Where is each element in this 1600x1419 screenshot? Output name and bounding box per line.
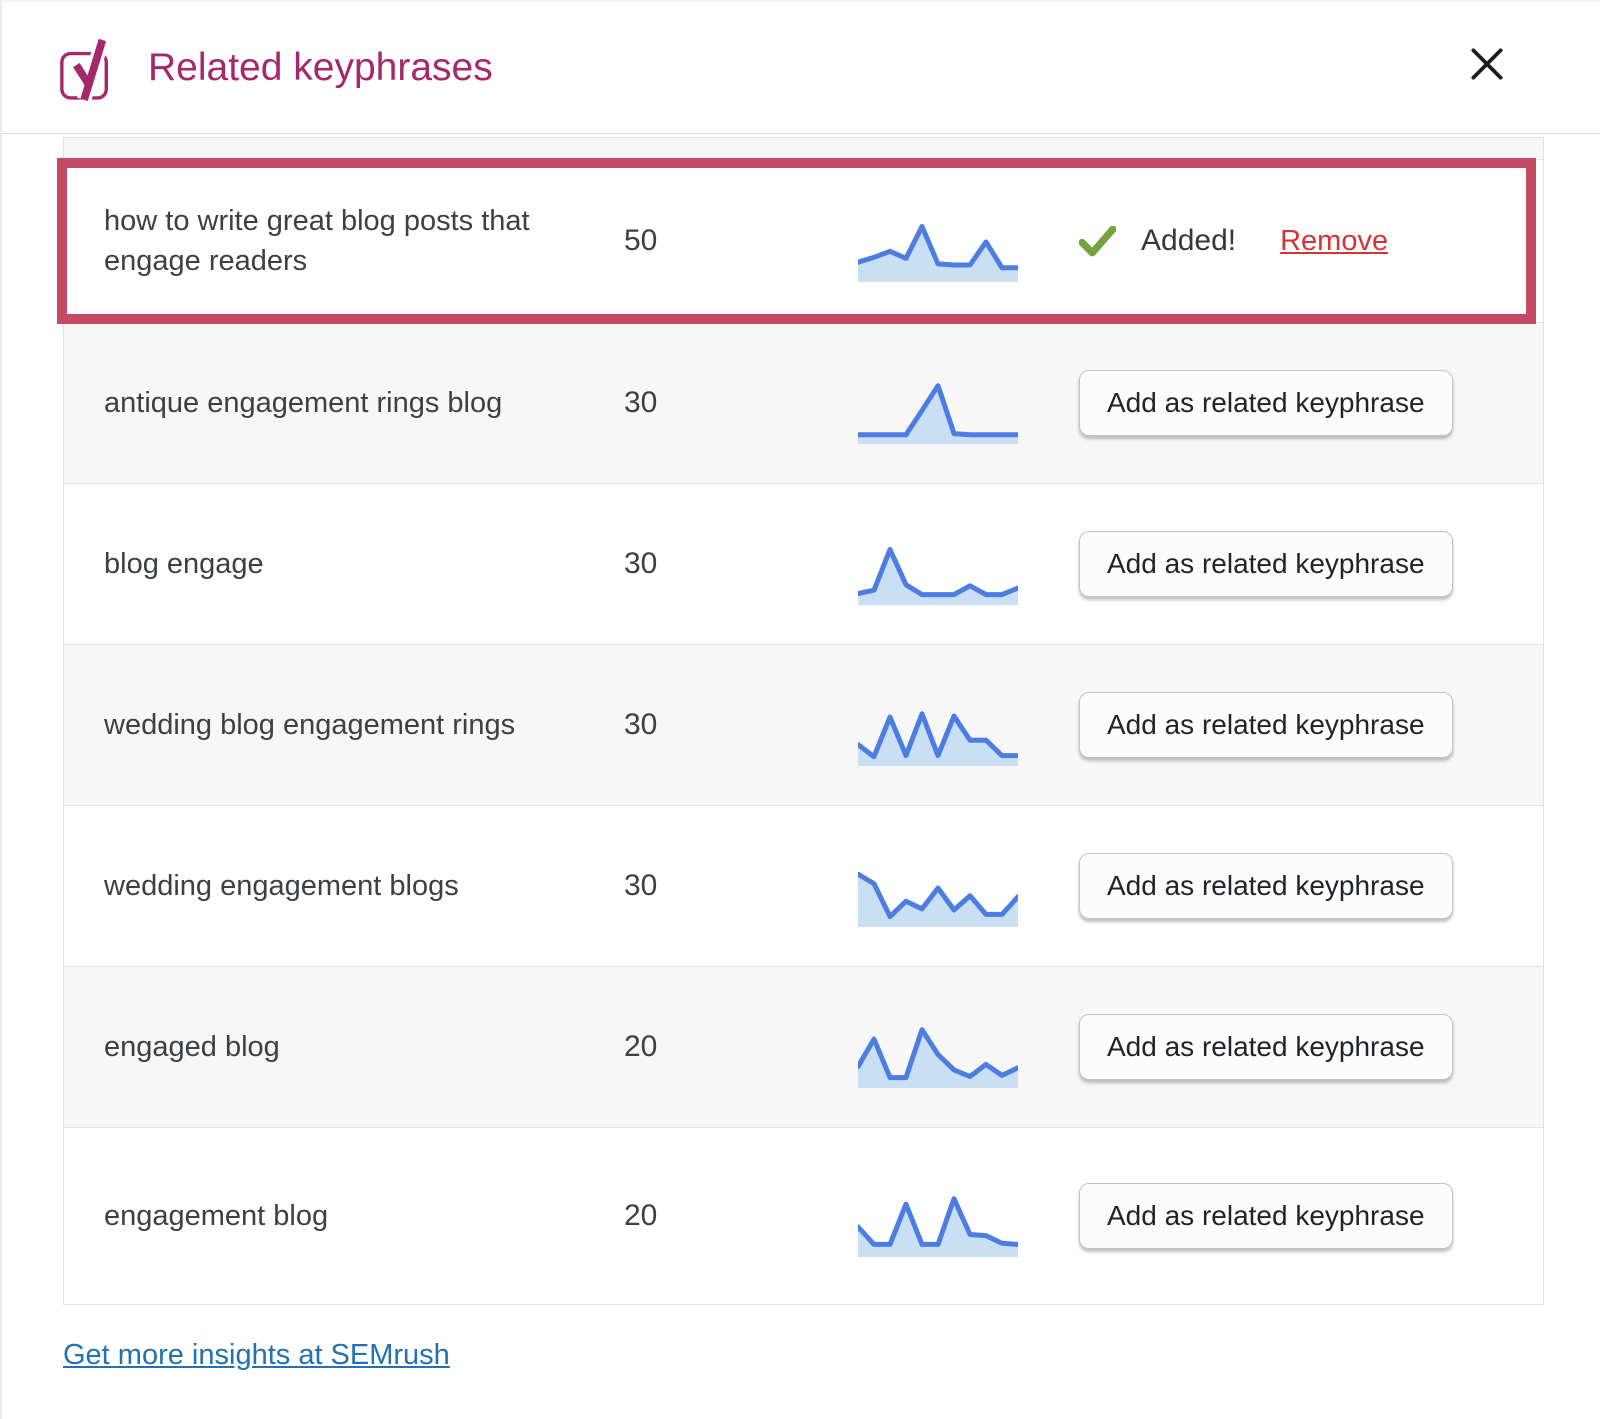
add-keyphrase-button[interactable]: Add as related keyphrase: [1079, 853, 1453, 919]
keyphrase-label: engagement blog: [104, 1199, 329, 1232]
row-action: Add as related keyphrase: [1079, 370, 1543, 436]
row-action: Add as related keyphrase: [1079, 692, 1543, 758]
keyphrase-row: blog engage 30 Add as related keyphrase: [64, 484, 1543, 645]
added-status: Added!: [1141, 224, 1237, 257]
row-action: Added! Remove: [1079, 224, 1543, 258]
modal-title: Related keyphrases: [148, 45, 493, 89]
volume-value: 50: [624, 224, 658, 257]
keyphrase-row: antique engagement rings blog 30 Add as …: [64, 323, 1543, 484]
volume-value: 30: [624, 386, 658, 419]
keyphrase-table: how to write great blog posts that engag…: [57, 137, 1544, 1305]
keyphrase-label: how to write great blog posts that engag…: [104, 204, 530, 277]
keyphrase-label: blog engage: [104, 547, 264, 580]
close-icon: [1471, 48, 1503, 80]
trend-sparkline: [854, 1175, 1079, 1257]
check-icon: [1079, 225, 1116, 257]
trend-sparkline: [854, 200, 1079, 282]
row-action: Add as related keyphrase: [1079, 1014, 1543, 1080]
trend-sparkline: [854, 845, 1079, 927]
trend-sparkline: [854, 1006, 1079, 1088]
semrush-link[interactable]: Get more insights at SEMrush: [63, 1339, 450, 1371]
volume-value: 30: [624, 869, 658, 902]
keyphrase-label: wedding engagement blogs: [104, 869, 459, 902]
trend-sparkline: [854, 362, 1079, 444]
trend-sparkline: [854, 684, 1079, 766]
add-keyphrase-button[interactable]: Add as related keyphrase: [1079, 531, 1453, 597]
keyphrase-label: engaged blog: [104, 1030, 280, 1063]
add-keyphrase-button[interactable]: Add as related keyphrase: [1079, 370, 1453, 436]
add-keyphrase-button[interactable]: Add as related keyphrase: [1079, 1183, 1453, 1249]
keyphrase-label: antique engagement rings blog: [104, 386, 503, 419]
keyphrase-row: wedding engagement blogs 30 Add as relat…: [64, 806, 1543, 967]
volume-value: 30: [624, 547, 658, 580]
keyphrase-row: how to write great blog posts that engag…: [57, 158, 1543, 324]
volume-value: 20: [624, 1030, 658, 1063]
volume-value: 30: [624, 708, 658, 741]
yoast-logo-icon: [58, 32, 114, 104]
row-action: Add as related keyphrase: [1079, 531, 1543, 597]
keyphrase-row: wedding blog engagement rings 30 Add as …: [64, 645, 1543, 806]
add-keyphrase-button[interactable]: Add as related keyphrase: [1079, 1014, 1453, 1080]
remove-link[interactable]: Remove: [1280, 224, 1389, 257]
modal-header: Related keyphrases: [2, 2, 1600, 134]
volume-value: 20: [624, 1199, 658, 1232]
trend-sparkline: [854, 523, 1079, 605]
row-action: Add as related keyphrase: [1079, 853, 1543, 919]
modal-footer: Get more insights at SEMrush: [63, 1339, 1600, 1372]
row-action: Add as related keyphrase: [1079, 1183, 1543, 1249]
keyphrase-row: engaged blog 20 Add as related keyphrase: [64, 967, 1543, 1128]
table-scroll-remnant: [64, 138, 1543, 160]
add-keyphrase-button[interactable]: Add as related keyphrase: [1079, 692, 1453, 758]
keyphrase-label: wedding blog engagement rings: [104, 708, 516, 741]
close-button[interactable]: [1462, 38, 1514, 90]
keyphrase-row: engagement blog 20 Add as related keyphr…: [64, 1128, 1543, 1304]
